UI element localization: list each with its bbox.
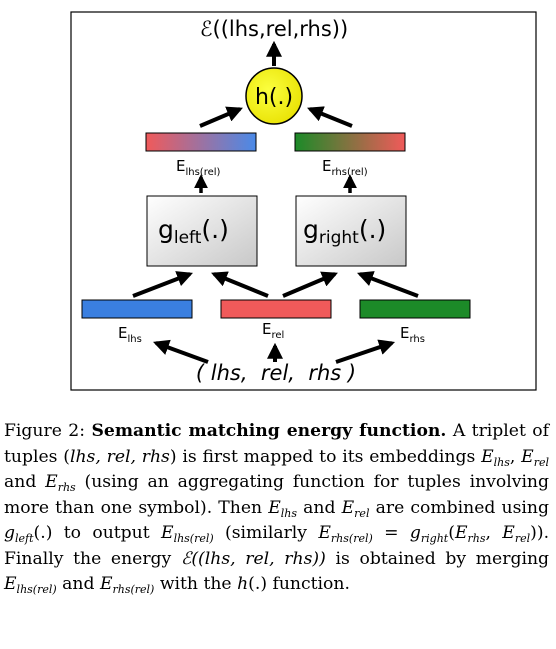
e-lhs-label: Elhs	[118, 324, 142, 345]
caption-title: Semantic matching energy function.	[91, 421, 447, 441]
energy-label: ℰ((lhs,rel,rhs))	[200, 17, 348, 41]
g-right-box	[295, 195, 407, 267]
arrow-elhsrel-to-h	[199, 106, 243, 128]
arrow-elhs-to-gleft	[132, 271, 193, 298]
arrow-erel-to-gright	[282, 271, 338, 298]
figure-caption: Figure 2: Semantic matching energy funct…	[4, 421, 550, 596]
e-rhs-rel-label: Erhs(rel)	[322, 157, 368, 178]
input-tuple: ( lhs, rel, rhs )	[196, 361, 356, 385]
e-rel-bar	[220, 299, 332, 319]
h-node	[245, 67, 303, 125]
e-rhs-bar	[359, 299, 471, 319]
h-node-label: h(.)	[255, 85, 293, 110]
arrow-lhs-to-elhs	[152, 339, 209, 364]
energy-function-diagram: ℰ((lhs,rel,rhs)) h(.) Elhs(rel) Erhs(rel…	[70, 11, 537, 391]
arrow-erhsrel-to-h	[307, 106, 353, 128]
g-right-label: gright(.)	[303, 215, 386, 248]
e-rel-label: Erel	[262, 320, 284, 341]
caption-label: Figure 2:	[4, 421, 86, 441]
g-left-box	[146, 195, 258, 267]
e-lhs-bar	[81, 299, 193, 319]
g-left-label: gleft(.)	[158, 215, 229, 248]
e-rhs-rel-bar	[294, 132, 406, 152]
e-lhs-rel-bar	[145, 132, 257, 152]
e-lhs-rel-label: Elhs(rel)	[176, 157, 221, 178]
arrow-rhs-to-erhs	[335, 339, 396, 364]
e-rhs-label: Erhs	[400, 324, 425, 345]
arrow-erel-to-gleft	[211, 271, 269, 298]
arrow-erhs-to-gright	[357, 271, 419, 298]
